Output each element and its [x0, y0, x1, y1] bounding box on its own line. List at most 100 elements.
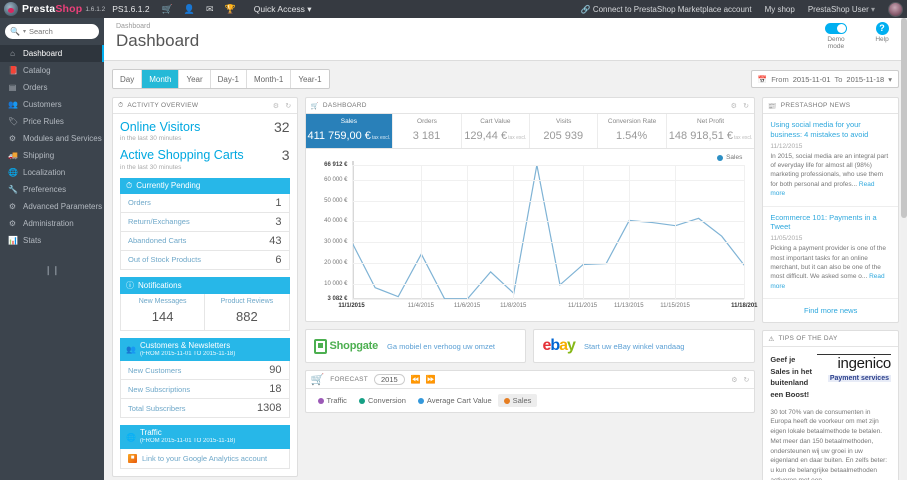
news-item[interactable]: Ecommerce 101: Payments in a Tweet 11/05/…	[763, 207, 898, 300]
notification-cell[interactable]: Product Reviews 882	[204, 293, 288, 330]
date-range-picker[interactable]: 📅 From 2015-11-01 To 2015-11-18 ▾	[750, 70, 899, 88]
list-item[interactable]: Return/Exchanges 3	[120, 212, 290, 232]
period-button-year[interactable]: Year	[179, 70, 211, 88]
news-panel-title: PRESTASHOP NEWS	[780, 102, 851, 109]
sidebar-item-modules-and-services[interactable]: ⚙ Modules and Services	[0, 130, 104, 147]
promo-banner[interactable]: ebay Start uw eBay winkel vandaag	[533, 329, 756, 363]
list-item[interactable]: New Subscriptions 18	[120, 380, 290, 400]
x-axis-tick-label: 11/6/2015	[453, 303, 481, 309]
chevron-down-icon[interactable]: ▾	[22, 29, 26, 35]
lightbulb-icon: ⚠	[768, 335, 775, 343]
sidebar-item-dashboard[interactable]: ⌂ Dashboard	[0, 45, 104, 62]
search-input[interactable]	[28, 27, 94, 36]
sidebar-item-catalog[interactable]: 📕 Catalog	[0, 62, 104, 79]
period-button-month[interactable]: Month	[142, 70, 180, 88]
sidebar-item-preferences[interactable]: 🔧 Preferences	[0, 181, 104, 198]
legend-dot	[358, 397, 365, 404]
list-item[interactable]: Total Subscribers 1308	[120, 399, 290, 419]
user-menu[interactable]: PrestaShop User ▾	[807, 4, 875, 14]
promo-banner[interactable]: Shopgate Ga mobiel en verhoog uw omzet	[304, 329, 527, 363]
my-shop-link[interactable]: My shop	[764, 4, 795, 14]
forecast-tab-traffic[interactable]: Traffic	[312, 394, 353, 407]
sidebar-item-advanced-parameters[interactable]: ⚙ Advanced Parameters	[0, 198, 104, 215]
find-more-news-link[interactable]: Find more news	[803, 306, 858, 316]
y-axis-tick-label: 40 000 €	[324, 218, 348, 225]
notification-cell[interactable]: New Messages 144	[121, 294, 204, 330]
page-scrollbar[interactable]	[901, 18, 907, 480]
tips-body[interactable]: Geef je Sales in het buitenland een Boos…	[763, 347, 898, 480]
read-more-link[interactable]: Read more	[770, 180, 875, 198]
read-more-link[interactable]: Read more	[770, 273, 885, 290]
gear-icon[interactable]: ⚙	[730, 102, 738, 110]
kpi-label: Net Profit	[697, 118, 725, 125]
refresh-icon[interactable]: ↻	[743, 102, 750, 110]
kpi-visits[interactable]: Visits 205 939	[530, 114, 599, 148]
chart-legend[interactable]: Sales	[717, 154, 742, 161]
quick-access-menu[interactable]: Quick Access ▾	[254, 4, 312, 15]
list-item[interactable]: Out of Stock Products 6	[120, 250, 290, 270]
avatar[interactable]	[888, 1, 903, 17]
sidebar-item-label: Customers	[23, 100, 62, 109]
tips-panel: ⚠ TIPS OF THE DAY Geef je Sales in het b…	[762, 330, 899, 480]
cart-icon[interactable]: 🛒	[161, 3, 173, 14]
refresh-icon[interactable]: ↻	[743, 376, 750, 384]
gridline-vertical	[628, 165, 630, 299]
forecast-tab-average-cart-value[interactable]: Average Cart Value	[412, 394, 498, 407]
news-title[interactable]: Ecommerce 101: Payments in a Tweet	[770, 212, 877, 232]
kpi-value: 411 759,00 €tax excl.	[308, 130, 391, 142]
x-axis-tick-label: 11/8/2015	[500, 303, 527, 309]
next-icon[interactable]: ⏩	[425, 375, 436, 384]
sidebar-item-shipping[interactable]: 🚚 Shipping	[0, 147, 104, 164]
sidebar-item-administration[interactable]: ⚙ Administration	[0, 215, 104, 232]
kpi-strip: Sales 411 759,00 €tax excl. Orders 3 181 Car…	[305, 114, 755, 149]
activity-panel-title: ACTIVITY OVERVIEW	[127, 102, 199, 109]
gridline	[351, 200, 745, 202]
news-item[interactable]: Using social media for your business: 4 …	[763, 114, 898, 207]
list-item[interactable]: Orders 1	[120, 193, 290, 213]
period-button-day[interactable]: Day	[113, 70, 143, 88]
kv-value: 3	[275, 215, 282, 228]
help-button[interactable]: ? Help	[865, 22, 899, 43]
customers-rows: New Customers 90 New Subscriptions 18 Total …	[120, 361, 290, 419]
gear-icon[interactable]: ⚙	[272, 102, 280, 110]
sidebar-collapse-button[interactable]: ❙❙	[44, 265, 60, 275]
news-title[interactable]: Using social media for your business: 4 …	[770, 120, 869, 139]
brand-name[interactable]: PrestaShop	[22, 3, 82, 15]
search-box[interactable]: 🔍 ▾	[5, 24, 99, 39]
kpi-sales[interactable]: Sales 411 759,00 €tax excl.	[305, 114, 394, 148]
prestashop-logo[interactable]	[0, 0, 22, 18]
forecast-tab-sales[interactable]: Sales	[497, 394, 538, 407]
sidebar-item-price-rules[interactable]: 🏷 Price Rules	[0, 113, 104, 130]
breadcrumb: Dashboard	[116, 23, 151, 30]
globe-icon: 🌐	[126, 432, 136, 442]
trophy-icon[interactable]: 🏆	[224, 3, 236, 14]
sidebar-item-stats[interactable]: 📊 Stats	[0, 232, 104, 249]
period-button-month-1[interactable]: Month-1	[246, 70, 292, 88]
kpi-orders[interactable]: Orders 3 181	[393, 114, 462, 148]
sidebar-item-customers[interactable]: 👥 Customers	[0, 96, 104, 113]
forecast-tab-conversion[interactable]: Conversion	[353, 394, 412, 407]
sidebar-item-orders[interactable]: ▤ Orders	[0, 79, 104, 96]
kpi-cart-value[interactable]: Cart Value 129,44 €tax excl.	[462, 114, 531, 148]
kpi-conversion-rate[interactable]: Conversion Rate 1.54%	[598, 114, 667, 148]
list-item[interactable]: New Customers 90	[120, 361, 290, 381]
forecast-year[interactable]: 2015	[374, 374, 405, 385]
prev-icon[interactable]: ⏪	[410, 375, 421, 384]
refresh-icon[interactable]: ↻	[285, 102, 292, 110]
sidebar-item-localization[interactable]: 🌐 Localization	[0, 164, 104, 181]
period-button-year-1[interactable]: Year-1	[291, 70, 329, 88]
wrench-icon: 🔧	[8, 185, 18, 194]
scrollbar-thumb[interactable]	[901, 18, 907, 218]
x-axis-tick-label: 11/18/201	[731, 303, 758, 309]
period-button-day-1[interactable]: Day-1	[210, 70, 247, 88]
envelope-icon[interactable]: ✉	[206, 3, 214, 14]
marketplace-link[interactable]: 🔗 Connect to PrestaShop Marketplace acco…	[581, 5, 752, 14]
ps-version-label: PS1.6.1.2	[112, 4, 150, 14]
gear-icon[interactable]: ⚙	[731, 376, 738, 384]
toggle-switch[interactable]	[825, 23, 847, 34]
user-icon[interactable]: 👤	[183, 3, 196, 14]
list-item[interactable]: Abandoned Carts 43	[120, 231, 290, 251]
google-analytics-link[interactable]: ■ Link to your Google Analytics account	[120, 448, 290, 469]
demo-mode-toggle[interactable]: Demo mode	[819, 22, 853, 50]
kpi-net-profit[interactable]: Net Profit 148 918,51 €tax excl.	[667, 114, 755, 148]
